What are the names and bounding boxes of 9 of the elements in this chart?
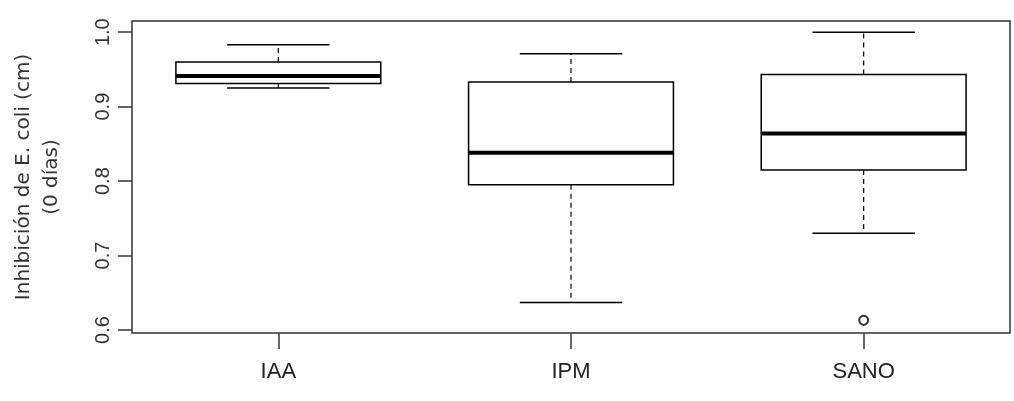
y-tick-label: 0.7 bbox=[91, 241, 113, 270]
x-tick-label: IAA bbox=[260, 357, 297, 383]
x-tick-label: SANO bbox=[832, 357, 895, 383]
y-tick-label: 0.6 bbox=[91, 316, 113, 344]
y-tick-label: 0.8 bbox=[91, 167, 113, 195]
y-axis-title: Inhibición de E. coli (cm) (0 días) bbox=[10, 53, 62, 301]
y-tick-label: 1.0 bbox=[91, 18, 113, 47]
x-tick-label: IPM bbox=[551, 357, 591, 383]
y-tick-label: 0.9 bbox=[91, 92, 113, 121]
